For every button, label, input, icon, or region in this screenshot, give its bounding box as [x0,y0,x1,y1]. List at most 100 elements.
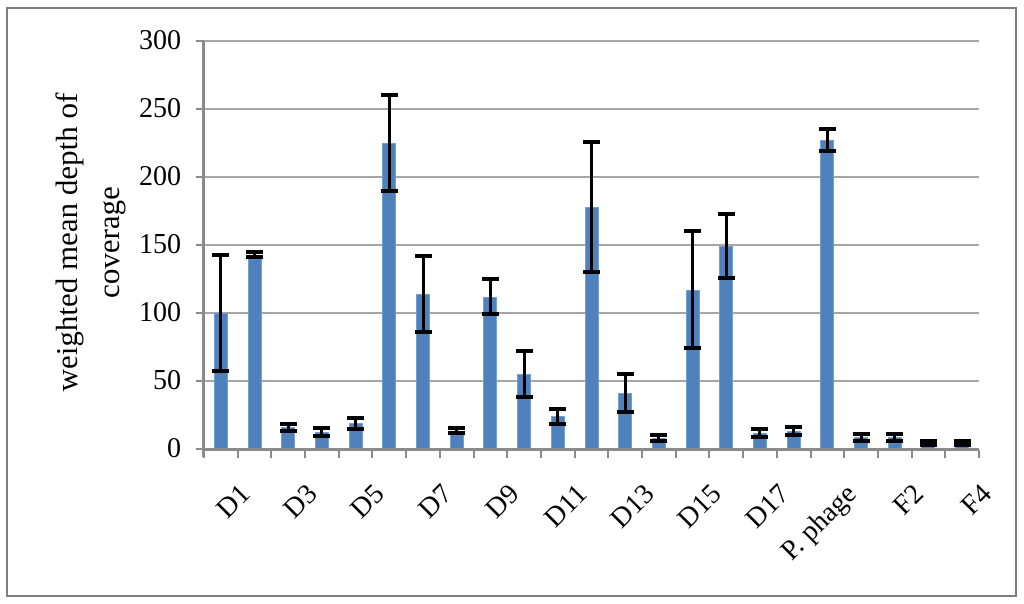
error-bar-cap-bottom [751,435,769,440]
error-bar [893,434,897,441]
error-bar-cap-bottom [380,188,398,193]
error-bar [522,351,526,398]
x-axis-tick [371,450,374,458]
error-bar-cap-top [549,406,567,411]
error-bar-cap-bottom [785,433,803,438]
x-tick-label: D9 [479,478,526,525]
error-bar-cap-bottom [313,434,331,439]
error-bar [825,129,829,152]
x-axis-tick [775,450,778,458]
error-bar-cap-bottom [549,421,567,426]
error-bar-cap-bottom [347,426,365,431]
error-bar-cap-top [785,425,803,430]
error-bar-cap-top [380,93,398,98]
error-bar [556,408,560,424]
error-bar-cap-top [650,433,668,438]
error-bar [488,279,492,315]
error-bar [421,255,425,333]
error-bar [354,417,358,429]
x-axis-tick [641,450,644,458]
error-bar-cap-top [246,249,264,254]
error-bar [387,95,391,191]
error-bar-cap-bottom [583,270,600,275]
y-axis-tick [196,176,204,178]
x-axis-tick [843,450,846,458]
error-bar [960,440,964,445]
x-axis-tick [573,450,576,458]
error-bar-cap-top [953,438,971,443]
error-bar-cap-top [717,212,735,217]
x-axis-tick [506,450,509,458]
error-bar [219,254,223,372]
x-axis-tick [539,450,542,458]
y-axis-tick [196,312,204,314]
x-axis-tick [337,450,340,458]
y-tick-label: 0 [167,433,181,464]
x-tick-label: D11 [537,478,594,534]
error-bar-cap-top [852,432,870,437]
error-bar-cap-top [212,252,230,257]
error-bar-cap-bottom [919,442,937,447]
y-tick-label: 200 [139,161,181,192]
error-bar [253,251,257,258]
x-axis-tick [708,450,711,458]
gridline [204,40,979,42]
error-bar-cap-bottom [886,438,904,443]
y-axis-tick [196,448,204,450]
error-bar [320,427,324,437]
error-bar-cap-bottom [717,276,735,281]
error-bar-cap-top [919,438,937,443]
error-bar [286,423,290,431]
error-bar-cap-bottom [515,395,533,400]
x-tick-label: D13 [604,478,661,535]
error-bar-cap-bottom [953,442,971,447]
error-bar-cap-top [583,139,600,144]
error-bar-cap-bottom [279,428,297,433]
x-tick-label: P. phage [774,478,863,567]
x-axis-tick [472,450,475,458]
error-bar-cap-top [751,427,769,432]
error-bar-cap-top [313,425,331,430]
x-axis-line [202,448,979,451]
x-tick-label: D17 [739,478,796,535]
error-bar [724,214,728,279]
x-axis-tick [944,450,947,458]
error-bar-cap-bottom [246,255,264,260]
error-bar [623,374,627,413]
x-axis-tick [236,450,239,458]
y-tick-label: 300 [139,25,181,56]
y-tick-label: 250 [139,93,181,124]
error-bar [590,141,593,273]
error-bar-cap-bottom [616,410,634,415]
x-tick-label: D5 [344,478,391,525]
x-axis-tick [978,450,980,458]
error-bar-cap-bottom [448,431,466,436]
chart-frame [6,7,1017,597]
error-bar-cap-bottom [684,346,702,351]
error-bar [657,435,661,441]
y-tick-label: 150 [139,229,181,260]
error-bar-cap-top [886,432,904,437]
error-bar-cap-top [684,229,702,234]
x-tick-label: D1 [209,478,257,525]
x-tick-label: F4 [954,478,998,522]
x-axis-tick [270,450,273,458]
error-bar-cap-top [616,372,634,377]
error-bar [926,440,930,445]
error-bar-cap-bottom [481,312,499,317]
y-axis-title-line1: weighted mean depth of [49,92,84,392]
bar [247,254,262,449]
x-axis-tick [876,450,879,458]
y-axis-tick [196,244,204,246]
x-axis-tick [405,450,408,458]
error-bar-cap-bottom [852,438,870,443]
error-bar [758,429,762,438]
x-tick-label: D3 [277,478,324,525]
y-axis-tick [196,40,204,42]
error-bar [859,434,863,441]
x-axis-tick [438,450,441,458]
x-tick-label: D7 [412,478,459,525]
error-bar [792,427,796,436]
bar [820,140,835,449]
